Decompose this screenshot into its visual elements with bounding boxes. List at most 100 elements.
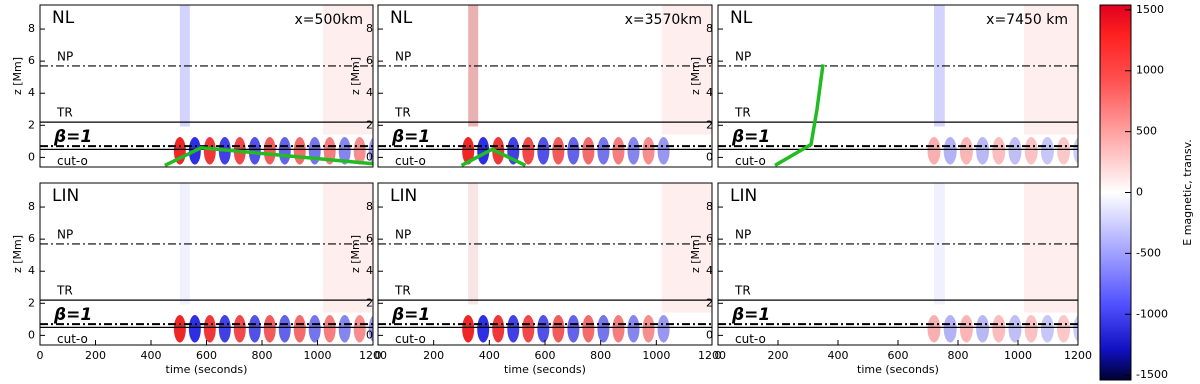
wave-blob bbox=[943, 315, 957, 343]
wave-blob bbox=[552, 137, 565, 165]
level-label: cut-o bbox=[395, 154, 426, 168]
wave-pattern bbox=[927, 183, 1078, 343]
level-label: β=1 bbox=[731, 127, 770, 147]
wave-blob bbox=[218, 315, 231, 343]
y-tick-label: 0 bbox=[366, 328, 373, 341]
wave-blob bbox=[293, 315, 306, 343]
colorbar-tick-label: 1000 bbox=[1136, 64, 1164, 77]
wave-blob bbox=[1057, 137, 1071, 165]
x-tick-label: 0 bbox=[37, 349, 44, 362]
y-axis-label: z [Mm] bbox=[11, 57, 24, 95]
level-label-bg bbox=[388, 331, 434, 348]
wave-blob bbox=[308, 315, 321, 343]
level-label: NP bbox=[57, 49, 73, 63]
wave-blob bbox=[992, 137, 1006, 165]
colorbar-tick-label: 0 bbox=[1136, 186, 1143, 199]
wave-blob bbox=[323, 315, 336, 343]
plot-frame bbox=[39, 4, 374, 168]
y-tick-label: 2 bbox=[366, 118, 373, 131]
wave-blob bbox=[462, 315, 475, 343]
wave-blob bbox=[582, 137, 595, 165]
x-tick-label: 600 bbox=[888, 349, 909, 362]
y-tick-label: 0 bbox=[706, 328, 713, 341]
wave-blob bbox=[203, 315, 216, 343]
colorbar-tick-label: -1500 bbox=[1136, 368, 1168, 381]
wave-blob bbox=[1040, 137, 1054, 165]
level-label: TR bbox=[394, 284, 411, 298]
colorbar-tick-label: 500 bbox=[1136, 125, 1157, 138]
panel-title: NL bbox=[390, 8, 413, 28]
x-tick-label: 200 bbox=[768, 349, 789, 362]
y-tick-label: 0 bbox=[28, 328, 35, 341]
level-label: β=1 bbox=[731, 305, 770, 325]
y-tick-label: 6 bbox=[28, 232, 35, 245]
level-label: NP bbox=[395, 227, 411, 241]
x-tick-label: 1200 bbox=[359, 349, 387, 362]
wave-blob bbox=[173, 315, 186, 343]
wave-blob bbox=[537, 315, 550, 343]
y-axis-label: z [Mm] bbox=[349, 57, 362, 95]
x-axis-label: time (seconds) bbox=[504, 363, 586, 376]
y-tick-label: 4 bbox=[28, 264, 35, 277]
wave-haze bbox=[934, 5, 945, 127]
y-tick-label: 4 bbox=[366, 86, 373, 99]
colorbar-tick-label: 1500 bbox=[1136, 3, 1164, 16]
y-tick-label: 2 bbox=[366, 296, 373, 309]
wave-blob bbox=[248, 137, 261, 165]
level-label: TR bbox=[734, 284, 751, 298]
wave-blob bbox=[492, 315, 505, 343]
x-axis-label: time (seconds) bbox=[166, 363, 248, 376]
wave-blob bbox=[552, 315, 565, 343]
x-axis-label: time (seconds) bbox=[857, 363, 939, 376]
wave-blob bbox=[477, 315, 490, 343]
level-label-bg bbox=[50, 331, 96, 348]
level-label: β=1 bbox=[53, 305, 92, 325]
wave-blob bbox=[368, 137, 373, 165]
wave-blob bbox=[278, 315, 291, 343]
panel: NP TR β=1 cut-o 0 2 4 6 8 z [Mm] NL x=7450 km bbox=[689, 4, 1079, 170]
y-tick-label: 2 bbox=[706, 296, 713, 309]
wave-blob bbox=[582, 315, 595, 343]
level-label: cut-o bbox=[57, 154, 88, 168]
y-tick-label: 4 bbox=[706, 86, 713, 99]
x-tick-label: 1200 bbox=[698, 349, 726, 362]
position-label: x=500km bbox=[295, 12, 363, 28]
y-tick-label: 0 bbox=[366, 150, 373, 163]
wave-blob bbox=[1024, 315, 1038, 343]
x-tick-label: 400 bbox=[828, 349, 849, 362]
colorbar: -1500 -1000 -500 0 500 1000 1500 E magnetic, tr… bbox=[1099, 3, 1194, 381]
y-tick-label: 6 bbox=[706, 232, 713, 245]
wave-blob bbox=[597, 315, 610, 343]
wave-blob bbox=[657, 137, 670, 165]
x-tick-label: 200 bbox=[423, 349, 444, 362]
level-label: NP bbox=[735, 49, 751, 63]
wave-blob bbox=[976, 315, 990, 343]
y-tick-label: 4 bbox=[706, 264, 713, 277]
x-tick-label: 0 bbox=[715, 349, 722, 362]
wave-blob bbox=[1008, 315, 1022, 343]
wave-blob bbox=[642, 315, 655, 343]
panel-title: LIN bbox=[390, 186, 417, 206]
wave-blob bbox=[1008, 137, 1022, 165]
wave-haze bbox=[661, 183, 712, 313]
x-tick-label: 800 bbox=[252, 349, 273, 362]
wave-blob bbox=[943, 137, 957, 165]
wave-blob bbox=[248, 315, 261, 343]
wave-blob bbox=[1024, 137, 1038, 165]
green-curve bbox=[774, 64, 825, 167]
level-label-bg bbox=[50, 153, 96, 170]
level-label: cut-o bbox=[735, 332, 766, 346]
y-tick-label: 0 bbox=[28, 150, 35, 163]
y-tick-label: 6 bbox=[28, 54, 35, 67]
wave-blob bbox=[567, 137, 580, 165]
level-label: NP bbox=[395, 49, 411, 63]
wave-blob bbox=[293, 137, 306, 165]
x-tick-label: 1000 bbox=[304, 349, 332, 362]
level-label-bg bbox=[728, 331, 774, 348]
wave-blob bbox=[537, 137, 550, 165]
wave-blob bbox=[959, 315, 973, 343]
wave-pattern bbox=[927, 5, 1078, 165]
